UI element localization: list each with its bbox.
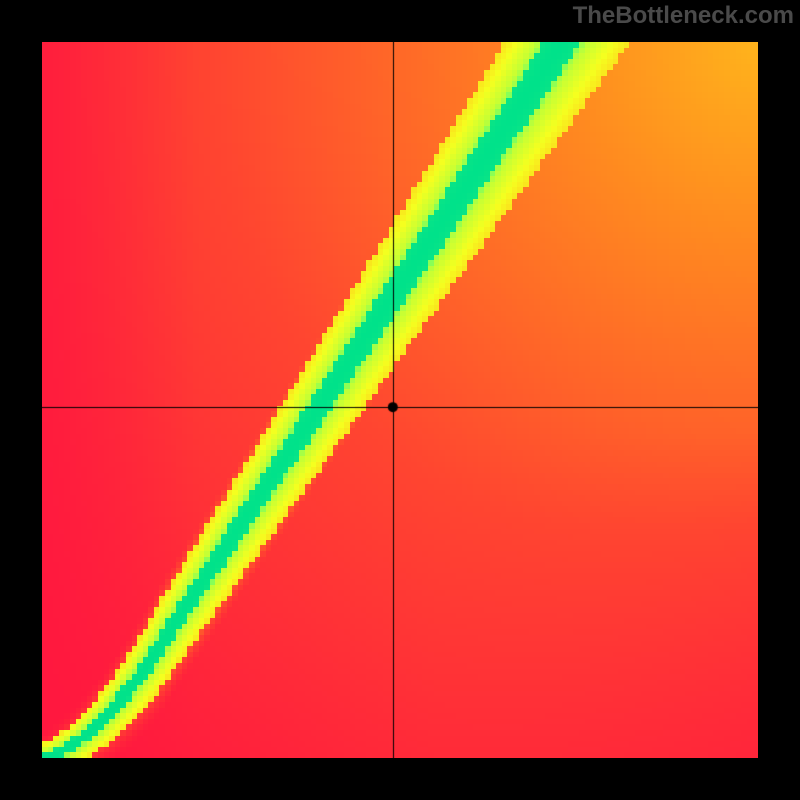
bottleneck-heatmap (42, 42, 758, 758)
watermark-text: TheBottleneck.com (573, 0, 800, 30)
chart-container: TheBottleneck.com (0, 0, 800, 800)
